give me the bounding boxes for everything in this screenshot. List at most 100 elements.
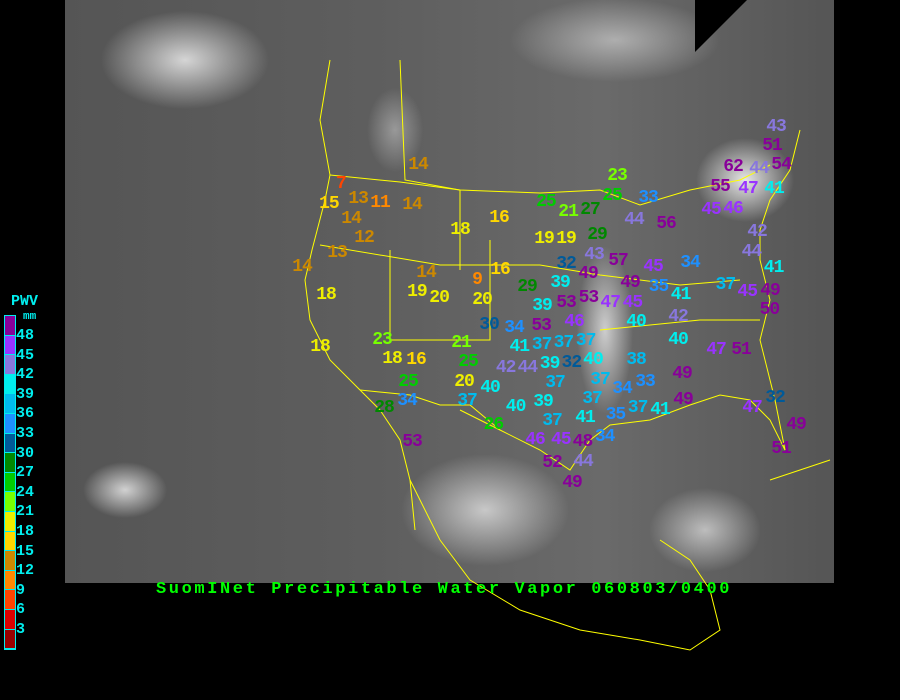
- state-line: [599, 319, 760, 331]
- station-pwv-value: 35: [605, 405, 627, 426]
- station-pwv-value: 19: [534, 229, 555, 249]
- station-pwv-value: 45: [737, 282, 758, 302]
- station-pwv-value: 26: [483, 415, 505, 435]
- station-pwv-value: 16: [490, 260, 511, 280]
- map-title: SuomINet Precipitable Water Vapor 060803…: [156, 580, 733, 599]
- station-pwv-value: 37: [545, 373, 566, 394]
- station-pwv-value: 33: [635, 372, 656, 392]
- station-pwv-value: 46: [723, 198, 744, 219]
- station-pwv-value: 49: [786, 415, 807, 435]
- legend-tick-label: 30: [16, 444, 35, 462]
- station-pwv-value: 39: [532, 296, 553, 317]
- station-pwv-value: 44: [573, 451, 594, 472]
- us-canada-border: [329, 164, 771, 206]
- mexico-coast: [409, 479, 721, 651]
- station-pwv-value: 53: [531, 315, 552, 336]
- station-pwv-value: 13: [348, 188, 369, 209]
- station-pwv-value: 37: [590, 369, 611, 390]
- legend-tick-label: 12: [16, 562, 35, 580]
- station-pwv-value: 34: [612, 378, 633, 399]
- color-scale-bar: [4, 315, 16, 651]
- legend-color-box: [5, 453, 15, 473]
- station-pwv-value: 55: [710, 176, 731, 197]
- legend-color-box: [5, 492, 15, 512]
- gulf-coast: [459, 394, 786, 471]
- satellite-map: [65, 0, 834, 583]
- station-pwv-value: 49: [673, 390, 694, 410]
- legend-tick-label: 36: [16, 405, 35, 423]
- station-pwv-value: 11: [370, 193, 391, 213]
- station-pwv-value: 62: [723, 157, 744, 177]
- legend-tick-label: 45: [16, 346, 35, 364]
- station-pwv-value: 7: [335, 173, 347, 194]
- station-pwv-value: 45: [701, 200, 722, 220]
- legend-tick-label: 24: [16, 483, 35, 501]
- station-pwv-value: 30: [479, 315, 500, 335]
- station-pwv-value: 34: [397, 391, 418, 411]
- station-pwv-value: 40: [583, 350, 604, 371]
- station-pwv-value: 39: [539, 353, 561, 374]
- station-pwv-value: 47: [706, 340, 727, 360]
- station-pwv-value: 29: [587, 225, 608, 246]
- legend-unit: mm: [23, 311, 37, 323]
- station-pwv-value: 18: [450, 220, 471, 240]
- station-pwv-value: 20: [472, 289, 493, 310]
- station-pwv-value: 48: [572, 432, 594, 453]
- station-pwv-value: 49: [562, 472, 583, 493]
- station-pwv-value: 35: [648, 276, 670, 297]
- legend-tick-label: 39: [16, 385, 35, 403]
- station-pwv-value: 45: [622, 292, 644, 313]
- state-line: [389, 240, 491, 341]
- station-pwv-value: 41: [764, 178, 785, 199]
- station-pwv-value: 21: [451, 333, 472, 353]
- station-pwv-value: 53: [402, 432, 423, 452]
- station-pwv-value: 18: [310, 337, 331, 357]
- station-pwv-value: 14: [341, 208, 362, 229]
- station-pwv-value: 20: [429, 288, 450, 308]
- legend-heading: PWV: [11, 293, 39, 310]
- station-pwv-value: 43: [766, 116, 787, 137]
- station-pwv-value: 32: [765, 388, 786, 408]
- west-coast: [304, 59, 416, 531]
- station-pwv-value: 32: [561, 352, 583, 373]
- station-pwv-value: 27: [580, 200, 601, 220]
- legend-tick-label: 21: [16, 503, 35, 521]
- station-pwv-value: 44: [741, 241, 763, 262]
- station-pwv-value: 33: [638, 188, 659, 208]
- legend-color-box: [5, 316, 15, 336]
- station-pwv-value: 49: [760, 280, 781, 301]
- mexico-border: [359, 389, 501, 431]
- state-line: [399, 59, 461, 270]
- station-pwv-value: 25: [398, 372, 419, 392]
- station-pwv-value: 14: [292, 257, 313, 277]
- station-pwv-value: 47: [742, 398, 763, 418]
- station-pwv-value: 37: [715, 275, 737, 295]
- station-pwv-value: 50: [759, 300, 781, 321]
- station-pwv-value: 21: [558, 202, 579, 222]
- station-pwv-value: 16: [406, 350, 427, 370]
- station-pwv-value: 42: [747, 222, 768, 243]
- legend-tick-label: 18: [16, 523, 35, 540]
- station-pwv-value: 51: [771, 439, 792, 459]
- station-pwv-value: 23: [372, 329, 393, 350]
- legend-color-box: [5, 609, 15, 630]
- station-pwv-value: 45: [551, 430, 572, 451]
- legend-tick-label: 15: [16, 542, 35, 560]
- station-pwv-value: 57: [608, 251, 629, 271]
- station-pwv-value: 43: [584, 244, 605, 265]
- station-pwv-value: 37: [575, 331, 597, 352]
- station-pwv-value: 25: [536, 192, 557, 212]
- station-pwv-value: 44: [517, 358, 539, 378]
- station-pwv-value: 41: [650, 400, 671, 420]
- station-pwv-value: 34: [680, 253, 701, 273]
- station-pwv-value: 32: [556, 254, 577, 275]
- station-pwv-value: 46: [564, 312, 585, 333]
- station-pwv-value: 41: [670, 285, 692, 305]
- legend-color-box: [5, 511, 15, 532]
- station-pwv-value: 29: [517, 277, 538, 298]
- station-pwv-value: 41: [575, 407, 596, 428]
- legend-color-box: [5, 413, 15, 434]
- station-pwv-value: 12: [354, 228, 375, 248]
- legend-color-box: [5, 335, 15, 356]
- station-pwv-value: 41: [763, 258, 785, 278]
